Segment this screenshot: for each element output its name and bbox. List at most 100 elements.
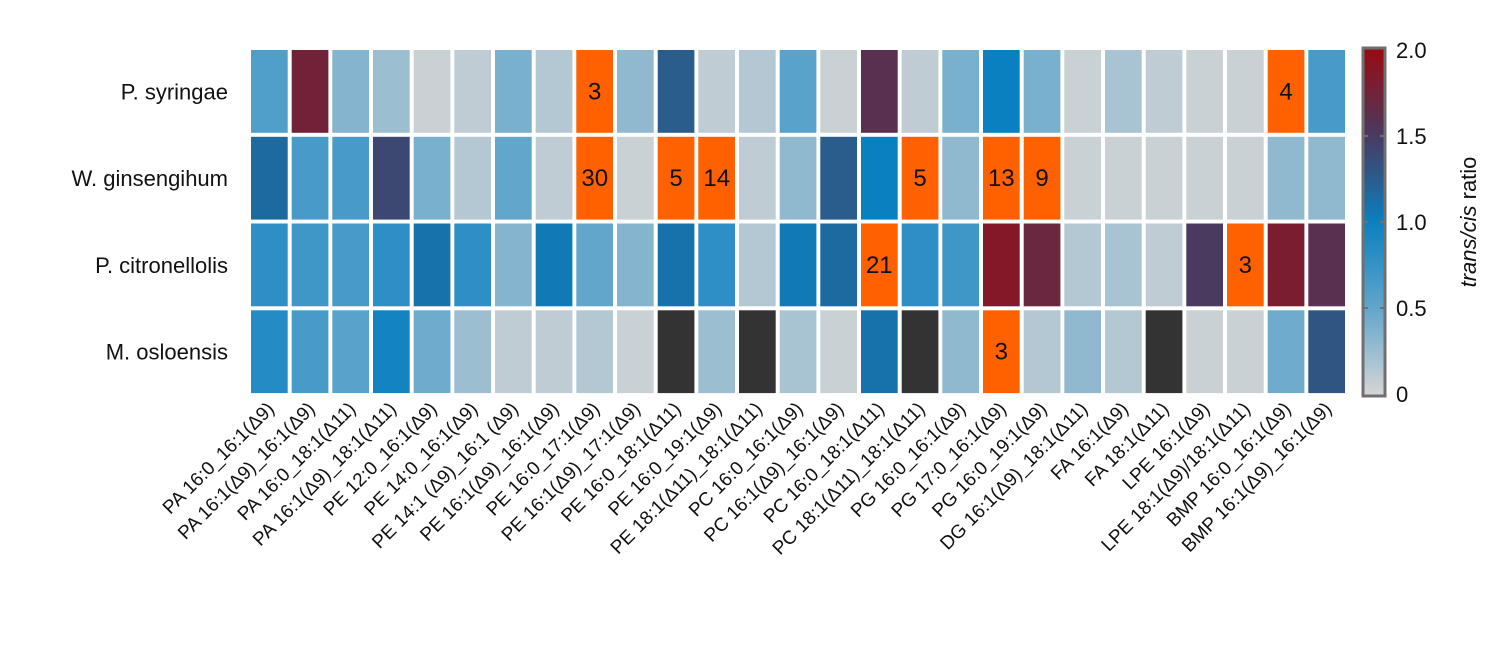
heatmap-cell: [861, 50, 898, 133]
heatmap-cell: [739, 310, 776, 394]
heatmap-cell: [1186, 50, 1223, 133]
cell-value-label: 3: [995, 339, 1008, 366]
colorbar-tick-label: 1.5: [1396, 124, 1427, 149]
heatmap-cell: [291, 50, 329, 133]
heatmap-cell: [820, 310, 857, 394]
heatmap-cell: [332, 310, 369, 394]
heatmap-cell: [1023, 223, 1061, 307]
heatmap-cell: [495, 223, 532, 307]
heatmap-cell: [291, 223, 329, 307]
colorbar-tick-label: 1.0: [1396, 210, 1427, 235]
heatmap-cell: [942, 223, 979, 307]
row-label: P. syringae: [121, 79, 228, 104]
heatmap-cell: [413, 310, 451, 394]
heatmap-cell: [535, 310, 573, 394]
cell-value-label: 30: [581, 165, 608, 192]
heatmap-cell: [861, 136, 898, 220]
colorbar-tick-label: 0.5: [1396, 296, 1427, 321]
heatmap-cells: 3 430 5 14 5 13 921 33: [251, 50, 1345, 394]
heatmap-cell: [942, 310, 979, 394]
colorbar-label-rest: ratio: [1456, 157, 1481, 206]
heatmap-cell: [617, 136, 654, 220]
heatmap-cell: [1227, 136, 1264, 220]
heatmap-cell: [779, 310, 817, 394]
heatmap-cell: [1023, 310, 1061, 394]
heatmap-cell: [1227, 310, 1264, 394]
heatmap-cell: [576, 310, 613, 394]
heatmap-cell: [413, 50, 451, 133]
heatmap-cell: [1023, 136, 1061, 220]
heatmap-cell: [657, 223, 695, 307]
heatmap-cell: [454, 223, 491, 307]
heatmap-cell: [495, 50, 532, 133]
colorbar: 0 0.5 1.0 1.5 2.0 trans/cis ratio: [1361, 38, 1481, 407]
heatmap-cell: [413, 136, 451, 220]
heatmap-cell: [779, 136, 817, 220]
cell-value-label: 21: [866, 252, 893, 279]
colorbar-tick-label: 0: [1396, 382, 1408, 407]
heatmap-cell: [901, 310, 939, 394]
heatmap-cell: [657, 136, 695, 220]
cell-value-label: 3: [1239, 252, 1252, 279]
heatmap-cell: [1105, 223, 1142, 307]
heatmap-cell: [1105, 50, 1142, 133]
heatmap-cell: [1023, 50, 1061, 133]
heatmap-cell: [1267, 310, 1305, 394]
cell-value-label: 5: [913, 165, 926, 192]
heatmap-cell: [1267, 50, 1305, 133]
heatmap-cell: [251, 310, 288, 394]
heatmap-cell: [942, 50, 979, 133]
heatmap-cell: [942, 136, 979, 220]
heatmap-cell: [698, 136, 735, 220]
row-label: W. ginsengihum: [71, 166, 228, 191]
heatmap-cell: [1308, 136, 1345, 220]
heatmap-cell: [1308, 50, 1345, 133]
heatmap-cell: [1145, 223, 1183, 307]
heatmap-cell: [373, 223, 410, 307]
heatmap-cell: [820, 223, 857, 307]
heatmap-cell: [698, 223, 735, 307]
colorbar-label-italic: trans/cis: [1456, 206, 1481, 288]
heatmap-cell: [657, 310, 695, 394]
heatmap-cell: [698, 310, 735, 394]
heatmap-cell: [1064, 136, 1101, 220]
heatmap-cell: [291, 136, 329, 220]
heatmap-cell: [332, 50, 369, 133]
heatmap-cell: [1186, 310, 1223, 394]
row-label: P. citronellolis: [95, 253, 228, 278]
heatmap-cell: [820, 136, 857, 220]
heatmap-cell: [251, 136, 288, 220]
heatmap-cell: [1145, 50, 1183, 133]
heatmap-cell: [454, 310, 491, 394]
colorbar-label: trans/cis ratio: [1456, 157, 1481, 288]
heatmap-cell: [861, 223, 898, 307]
row-labels: P. syringae W. ginsengihum P. citronelloli…: [71, 79, 228, 364]
heatmap-cell: [1145, 310, 1183, 394]
heatmap-cell: [454, 50, 491, 133]
heatmap-cell: [739, 50, 776, 133]
heatmap-cell: [1105, 136, 1142, 220]
cell-value-label: 13: [988, 165, 1015, 192]
heatmap-cell: [535, 223, 573, 307]
heatmap-cell: [1267, 136, 1305, 220]
cell-value-label: 9: [1035, 165, 1048, 192]
cell-value-label: 3: [588, 78, 601, 105]
heatmap-cell: [454, 136, 491, 220]
colorbar-ticks: 0 0.5 1.0 1.5 2.0: [1363, 38, 1427, 407]
heatmap-cell: [576, 136, 613, 220]
heatmap-cell: [657, 50, 695, 133]
heatmap-cell: [901, 50, 939, 133]
heatmap-cell: [535, 136, 573, 220]
heatmap-cell: [1308, 223, 1345, 307]
heatmap-cell: [251, 223, 288, 307]
heatmap-cell: [617, 223, 654, 307]
heatmap-cell: [1145, 136, 1183, 220]
heatmap-cell: [413, 223, 451, 307]
heatmap-cell: [373, 310, 410, 394]
heatmap-cell: [901, 136, 939, 220]
heatmap-cell: [576, 223, 613, 307]
cell-value-label: 5: [669, 165, 682, 192]
heatmap-cell: [332, 136, 369, 220]
heatmap-cell: [291, 310, 329, 394]
